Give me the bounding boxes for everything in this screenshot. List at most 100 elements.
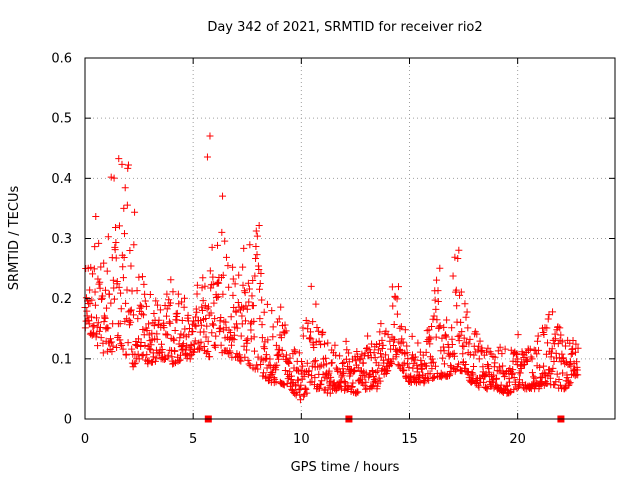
data-point (119, 274, 127, 282)
data-point (567, 350, 575, 358)
data-point (108, 348, 116, 356)
data-point (322, 354, 330, 362)
data-point (515, 381, 523, 389)
data-point (428, 355, 436, 363)
data-point (92, 314, 100, 322)
data-point (302, 385, 310, 393)
data-point (105, 290, 113, 298)
data-point (452, 286, 460, 294)
data-point (151, 357, 159, 365)
y-tick-label: 0.5 (51, 112, 72, 127)
data-point (408, 332, 416, 340)
data-point (118, 342, 126, 350)
data-point (97, 334, 105, 342)
data-point (390, 321, 398, 329)
data-point (257, 269, 265, 277)
data-point (514, 331, 522, 339)
data-point (298, 357, 306, 365)
data-point (171, 326, 179, 334)
data-point (442, 333, 450, 341)
data-point (499, 369, 507, 377)
data-point (138, 310, 146, 318)
data-point (429, 374, 437, 382)
data-point (112, 239, 120, 247)
data-point (426, 340, 434, 348)
data-point (252, 227, 260, 235)
data-point (391, 293, 399, 301)
data-point (319, 328, 327, 336)
data-point (91, 243, 99, 251)
data-point (373, 341, 381, 349)
data-point (124, 164, 132, 172)
data-point (314, 327, 322, 335)
data-point (498, 350, 506, 358)
data-point (197, 338, 205, 346)
data-point (433, 316, 441, 324)
data-point (386, 337, 394, 345)
data-point (348, 382, 356, 390)
data-point (229, 291, 237, 299)
data-point (123, 286, 131, 294)
data-point (510, 386, 518, 394)
data-point (207, 309, 215, 317)
data-point (94, 342, 102, 350)
data-point (440, 347, 448, 355)
data-point (104, 233, 112, 241)
data-point (122, 299, 130, 307)
data-point (123, 201, 131, 209)
data-point (427, 335, 435, 343)
data-point (189, 327, 197, 335)
data-point (191, 337, 199, 345)
data-point (343, 346, 351, 354)
data-point (275, 315, 283, 323)
data-point (407, 372, 415, 380)
data-point (251, 272, 259, 280)
data-points (81, 132, 582, 404)
data-point (461, 300, 469, 308)
data-point (190, 348, 198, 356)
data-point (354, 388, 362, 396)
data-point (315, 384, 323, 392)
data-point (557, 331, 565, 339)
data-point (230, 331, 238, 339)
data-point (400, 359, 408, 367)
data-point (574, 371, 582, 379)
data-point (462, 360, 470, 368)
data-point (109, 276, 117, 284)
data-point (413, 361, 421, 369)
data-point (157, 340, 165, 348)
data-point (210, 299, 218, 307)
data-point (522, 356, 530, 364)
data-point (332, 351, 340, 359)
data-point (124, 161, 132, 169)
data-point (259, 369, 267, 377)
data-point (198, 303, 206, 311)
data-point (119, 345, 127, 353)
data-point (273, 318, 281, 326)
x-tick-label: 10 (293, 432, 310, 447)
data-point (388, 283, 396, 291)
data-point (253, 232, 261, 240)
data-point (306, 378, 314, 386)
data-point (378, 336, 386, 344)
data-point (214, 293, 222, 301)
data-point (178, 298, 186, 306)
data-point (362, 378, 370, 386)
data-point (237, 357, 245, 365)
data-point (217, 341, 225, 349)
data-point (269, 323, 277, 331)
data-point (92, 213, 100, 221)
data-point (205, 303, 213, 311)
data-point (242, 302, 250, 310)
data-point (203, 305, 211, 313)
data-point (245, 285, 253, 293)
data-point (540, 330, 548, 338)
data-point (543, 379, 551, 387)
data-point (384, 331, 392, 339)
data-point (476, 337, 484, 345)
data-point (349, 379, 357, 387)
data-point (509, 366, 517, 374)
data-point (101, 286, 109, 294)
data-point (224, 262, 232, 270)
data-point (258, 334, 266, 342)
